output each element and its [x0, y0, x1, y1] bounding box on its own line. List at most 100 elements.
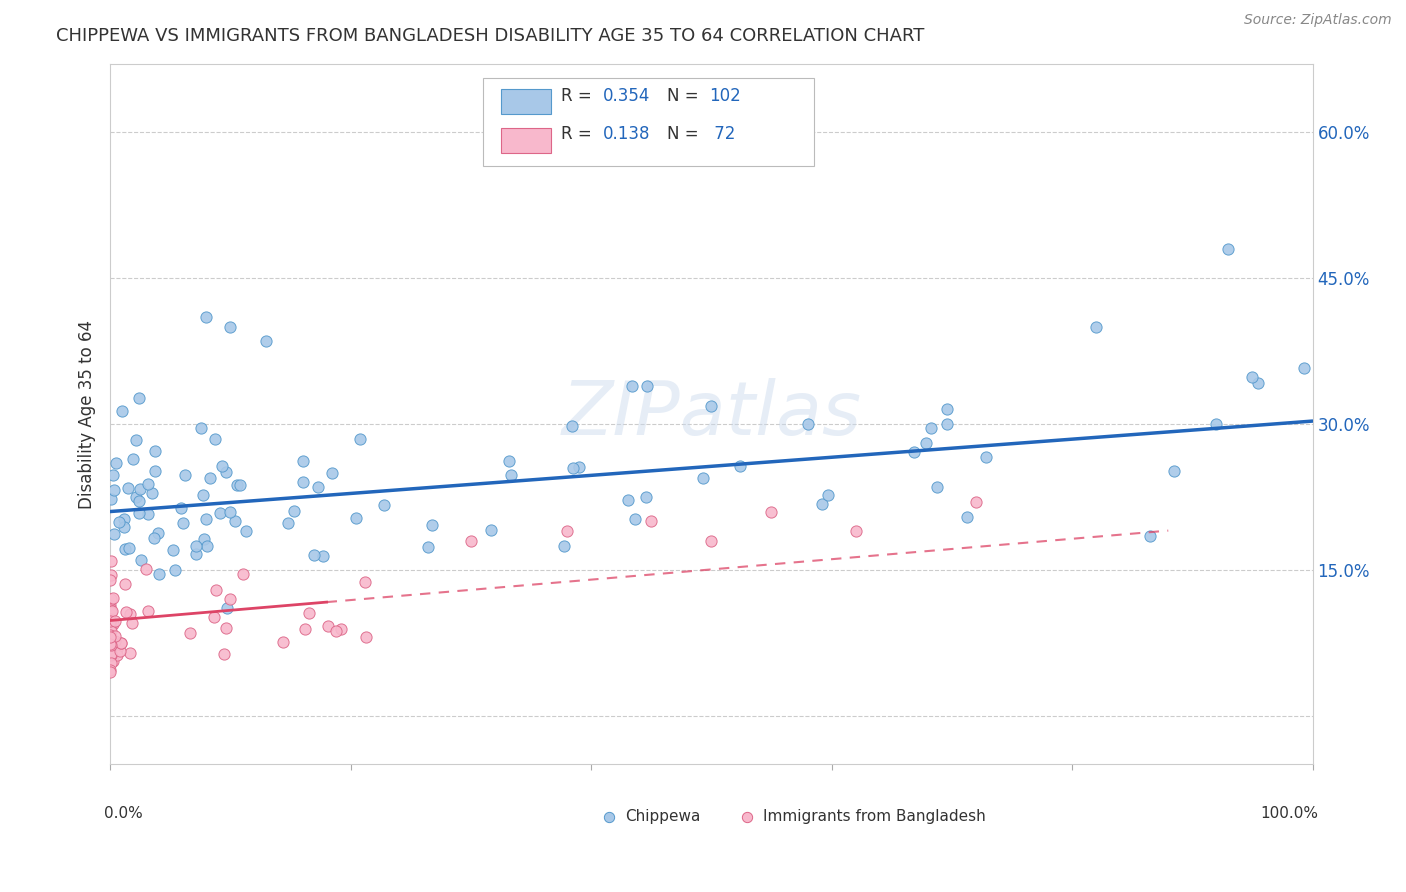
Point: [562, 461, 585, 475]
Point: [100, 637, 122, 651]
Point: [294, 622, 316, 636]
Point: [122, 451, 145, 466]
Text: N =: N =: [666, 87, 704, 104]
Point: [111, 404, 134, 418]
Point: [105, 648, 128, 663]
Point: [100, 491, 122, 506]
Point: [104, 456, 127, 470]
Point: [162, 543, 184, 558]
Text: 0.354: 0.354: [603, 87, 651, 104]
Text: R =: R =: [561, 87, 598, 104]
Point: [624, 511, 647, 525]
Point: [112, 512, 135, 526]
Point: [100, 638, 122, 652]
Point: [128, 391, 150, 405]
Point: [974, 450, 997, 464]
Point: [283, 504, 305, 518]
Point: [214, 647, 236, 661]
Point: [700, 533, 723, 548]
Point: [138, 507, 160, 521]
Point: [98, 630, 121, 644]
Point: [193, 488, 215, 502]
Point: [98, 663, 121, 677]
Y-axis label: Disability Age 35 to 64: Disability Age 35 to 64: [79, 319, 96, 508]
Point: [98, 612, 121, 626]
Point: [316, 619, 339, 633]
Point: [184, 539, 207, 553]
Point: [105, 641, 128, 656]
Point: [312, 549, 335, 563]
Point: [349, 433, 371, 447]
Point: [634, 490, 657, 504]
Point: [205, 582, 228, 597]
Point: [640, 514, 662, 528]
Point: [103, 483, 125, 498]
Point: [761, 504, 783, 518]
Point: [101, 635, 124, 649]
Point: [915, 435, 938, 450]
Point: [499, 467, 522, 482]
Point: [956, 510, 979, 524]
Point: [100, 614, 122, 628]
Point: [170, 501, 193, 516]
Point: [321, 466, 343, 480]
Point: [101, 467, 124, 482]
Point: [136, 477, 159, 491]
Text: R =: R =: [561, 125, 598, 143]
Point: [148, 567, 170, 582]
Point: [1205, 417, 1227, 431]
Point: [699, 400, 721, 414]
Point: [553, 539, 575, 553]
Point: [1218, 242, 1240, 256]
Point: [110, 644, 132, 658]
Point: [184, 547, 207, 561]
Point: [128, 494, 150, 508]
Point: [796, 417, 818, 432]
Point: [325, 624, 347, 638]
Point: [100, 606, 122, 620]
Point: [291, 475, 314, 489]
Point: [101, 636, 124, 650]
Point: [118, 541, 141, 556]
Text: 0.138: 0.138: [603, 125, 651, 143]
Point: [228, 478, 250, 492]
Point: [479, 524, 502, 538]
Point: [617, 493, 640, 508]
Point: [142, 531, 165, 545]
Point: [98, 665, 121, 679]
Point: [100, 591, 122, 606]
Point: [104, 634, 127, 648]
Point: [100, 628, 122, 642]
Point: [98, 598, 121, 612]
Text: 102: 102: [709, 87, 741, 104]
Point: [98, 624, 121, 638]
Point: [117, 481, 139, 495]
Point: [460, 533, 482, 548]
Point: [561, 419, 583, 434]
Point: [292, 454, 315, 468]
Point: [344, 511, 367, 525]
Point: [920, 421, 942, 435]
Point: [98, 624, 121, 639]
Point: [1292, 360, 1315, 375]
Point: [100, 648, 122, 663]
Point: [1084, 320, 1107, 334]
Point: [103, 654, 125, 668]
FancyBboxPatch shape: [501, 128, 551, 153]
FancyBboxPatch shape: [482, 78, 814, 166]
Point: [692, 471, 714, 485]
Point: [179, 626, 201, 640]
Point: [728, 458, 751, 473]
Point: [110, 635, 132, 649]
Text: Chippewa: Chippewa: [624, 810, 700, 824]
Point: [817, 487, 839, 501]
Point: [100, 600, 122, 615]
Point: [100, 554, 122, 568]
Point: [211, 459, 233, 474]
Text: Immigrants from Bangladesh: Immigrants from Bangladesh: [763, 810, 986, 824]
Point: [121, 616, 143, 631]
Point: [418, 540, 440, 554]
Point: [174, 467, 197, 482]
Point: [903, 445, 925, 459]
Point: [141, 486, 163, 500]
